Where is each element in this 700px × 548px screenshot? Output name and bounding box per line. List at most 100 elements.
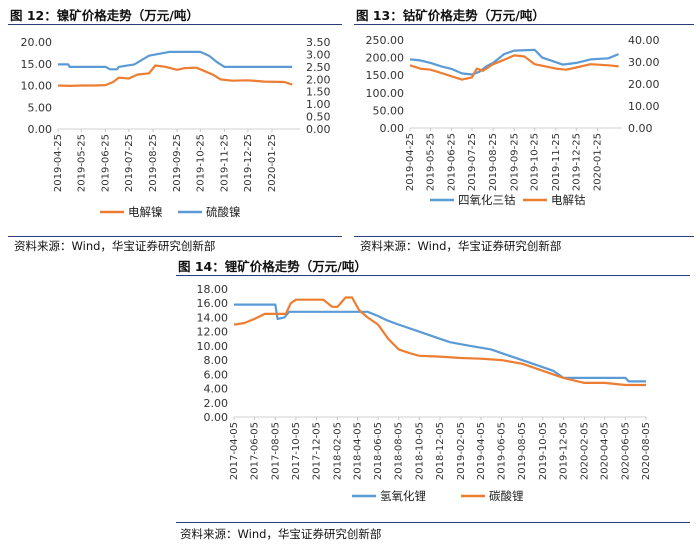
x-tick-label: 2019-09-25 — [509, 133, 520, 191]
y-left-tick-label: 15.00 — [21, 58, 53, 71]
chart-cobalt-title-rule — [354, 24, 694, 25]
y-left-tick-label: 14.00 — [197, 311, 229, 324]
series-line-1 — [409, 48, 620, 76]
x-tick-label: 2019-07-25 — [124, 134, 135, 192]
x-tick-label: 2019-06-05 — [497, 422, 508, 480]
x-axis: 2019-04-25 2019-05-25 2019-06-25 2019-07-25… — [405, 128, 603, 191]
x-tick-label: 2019-09-25 — [172, 134, 183, 192]
y-right-tick-label: 3.00 — [306, 48, 331, 61]
x-tick-label: 2020-04-05 — [600, 422, 611, 480]
y-left-tick-label: 5.00 — [28, 101, 53, 114]
x-tick-label: 2017-06-05 — [250, 422, 261, 480]
x-tick-label: 2019-12-05 — [558, 422, 569, 480]
y-right-tick-label: 2.50 — [306, 61, 331, 74]
x-tick-label: 2018-10-05 — [414, 422, 425, 480]
chart-cobalt-source: 资料来源：Wind，华宝证券研究创新部 — [360, 239, 562, 253]
y-left-tick-label: 18.00 — [197, 283, 229, 296]
x-tick-label: 2019-06-25 — [447, 133, 458, 191]
y-right-tick-label: 40.00 — [628, 34, 660, 47]
legend-label: 四氧化三钴 — [458, 193, 516, 207]
y-axis-right: 0.000.501.001.502.002.503.003.50 — [306, 36, 331, 136]
x-tick-label: 2019-04-05 — [476, 422, 487, 480]
x-tick-label: 2019-05-25 — [76, 134, 87, 192]
x-axis: 2019-04-25 2019-05-25 2019-06-25 2019-07-25… — [53, 129, 278, 192]
y-left-tick-label: 12.00 — [197, 326, 229, 339]
series-line-2 — [58, 50, 293, 71]
y-axis-left: 0.00 50.00 100.00 150.00 200.00 250.00 — [366, 34, 405, 135]
x-tick-label: 2018-02-05 — [333, 422, 344, 480]
x-tick-label: 2019-10-25 — [530, 133, 541, 191]
x-tick-label: 2019-06-25 — [100, 134, 111, 192]
chart-cobalt-plot: 0.00 50.00 100.00 150.00 200.00 250.00 0.00 10.… — [366, 34, 660, 207]
x-tick-label: 2017-12-05 — [312, 422, 323, 480]
series-line-2 — [409, 54, 619, 81]
chart-nickel-plot: 0.005.0010.0015.0020.000.000.501.001.502… — [21, 36, 331, 219]
y-left-tick-label: 10.00 — [21, 80, 53, 93]
chart-lithium-source: 资料来源：Wind，华宝证券研究创新部 — [180, 527, 382, 541]
legend-label: 氢氧化锂 — [380, 489, 426, 503]
legend: 四氧化三钴 电解钴 — [430, 193, 586, 207]
y-axis-left: 0.00 5.00 10.00 15.00 20.00 — [21, 36, 53, 136]
y-left-tick-label: 0.00 — [28, 123, 53, 136]
x-tick-label: 2020-02-05 — [579, 422, 590, 480]
x-axis: 2017-04-05 2017-06-05 2017-08-05 2017-10-05… — [229, 417, 652, 480]
y-right-tick-label: 2.00 — [306, 73, 331, 86]
x-tick-label: 2019-07-25 — [467, 133, 478, 191]
x-tick-label: 2019-04-25 — [53, 134, 64, 192]
legend-label: 电解镍 — [128, 205, 163, 219]
x-tick-label: 2019-08-05 — [517, 422, 528, 480]
legend: 氢氧化锂 碳酸锂 — [352, 489, 524, 503]
chart-lithium-title-rule — [176, 275, 690, 276]
y-left-tick-label: 50.00 — [373, 104, 405, 117]
x-tick-label: 2017-10-05 — [291, 422, 302, 480]
legend-label: 电解钴 — [551, 193, 586, 207]
x-tick-label: 2018-12-05 — [435, 422, 446, 480]
y-right-tick-label: 1.00 — [306, 98, 331, 111]
chart-cobalt-source-rule — [354, 236, 694, 237]
x-tick-label: 2017-08-05 — [270, 422, 281, 480]
y-right-tick-label: 0.00 — [628, 122, 653, 135]
chart-nickel-source: 资料来源：Wind，华宝证券研究创新部 — [14, 239, 216, 253]
y-left-tick-label: 4.00 — [204, 383, 229, 396]
y-left-tick-label: 100.00 — [366, 87, 405, 100]
x-tick-label: 2019-02-05 — [456, 422, 467, 480]
x-tick-label: 2019-08-25 — [488, 133, 499, 191]
y-left-tick-label: 150.00 — [366, 69, 405, 82]
y-left-tick-label: 6.00 — [204, 368, 229, 381]
y-left-tick-label: 0.00 — [380, 122, 405, 135]
legend-label: 硫酸镍 — [206, 205, 241, 219]
y-right-tick-label: 10.00 — [628, 100, 660, 113]
x-tick-label: 2020-01-25 — [267, 134, 278, 192]
series-line-2 — [233, 296, 646, 387]
x-tick-label: 2017-04-05 — [229, 422, 240, 480]
y-right-tick-label: 20.00 — [628, 78, 660, 91]
x-tick-label: 2019-12-25 — [571, 133, 582, 191]
x-tick-label: 2019-05-25 — [425, 133, 436, 191]
legend: 电解镍 硫酸镍 — [100, 205, 241, 219]
y-left-tick-label: 20.00 — [21, 36, 53, 49]
chart-lithium-title: 图 14：锂矿价格走势（万元/吨） — [178, 259, 367, 274]
x-tick-label: 2018-04-05 — [352, 422, 363, 480]
x-tick-label: 2019-08-25 — [148, 134, 159, 192]
chart-lithium-source-rule — [176, 522, 690, 523]
x-tick-label: 2019-10-25 — [195, 134, 206, 192]
x-tick-label: 2019-11-25 — [220, 134, 231, 192]
y-right-tick-label: 0.00 — [306, 123, 331, 136]
y-left-tick-label: 8.00 — [204, 354, 229, 367]
x-tick-label: 2018-06-05 — [373, 422, 384, 480]
legend-label: 碳酸锂 — [489, 489, 524, 503]
chart-nickel-title: 图 12：镍矿价格走势（万元/吨） — [10, 8, 199, 23]
y-left-tick-label: 2.00 — [204, 397, 229, 410]
chart-nickel-title-rule — [8, 24, 342, 25]
series-line-1 — [57, 64, 293, 87]
x-tick-label: 2020-01-25 — [592, 133, 603, 191]
chart-cobalt-title: 图 13：钴矿价格走势（万元/吨） — [356, 8, 545, 23]
y-left-tick-label: 250.00 — [366, 34, 405, 47]
y-right-tick-label: 0.50 — [306, 111, 331, 124]
x-tick-label: 2020-08-05 — [641, 422, 652, 480]
y-left-tick-label: 16.00 — [197, 297, 229, 310]
y-right-tick-label: 1.50 — [306, 86, 331, 99]
x-tick-label: 2019-04-25 — [405, 133, 416, 191]
